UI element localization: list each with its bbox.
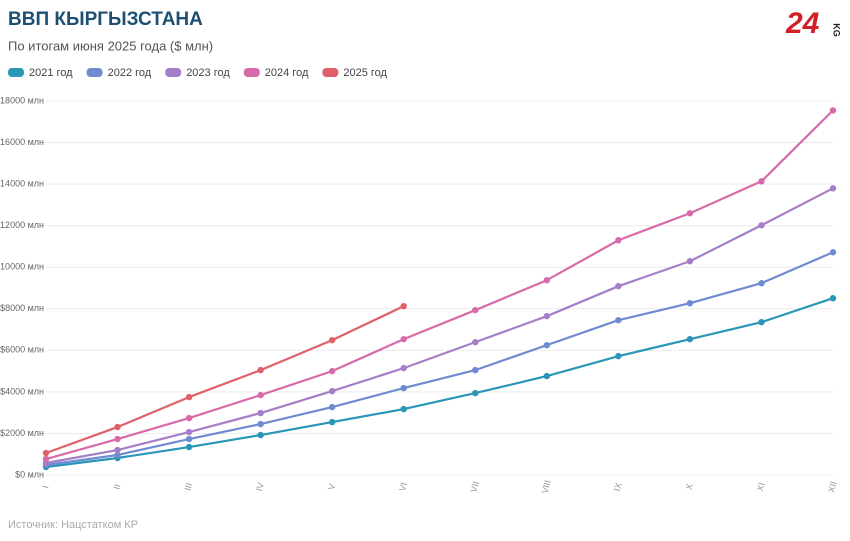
data-point <box>400 405 407 413</box>
y-tick-label: $12000 млн <box>0 220 44 230</box>
y-tick-label: $10000 млн <box>0 262 44 272</box>
data-point <box>472 338 479 346</box>
y-tick-label: $0 млн <box>15 469 44 479</box>
data-point <box>543 277 551 284</box>
data-point <box>686 258 694 265</box>
data-point <box>543 341 551 349</box>
data-point <box>114 451 121 459</box>
y-tick-label: $2000 млн <box>0 428 44 438</box>
data-point <box>328 387 336 395</box>
legend-label: 2021 год <box>29 67 73 79</box>
series-line <box>45 109 834 461</box>
data-point <box>686 335 694 343</box>
y-tick-label: $16000 млн <box>0 137 44 147</box>
data-point <box>257 391 264 399</box>
legend-swatch <box>86 68 103 77</box>
legend-label: 2025 год <box>343 67 387 79</box>
data-point <box>615 282 622 290</box>
legend-swatch <box>322 68 339 77</box>
data-point <box>829 294 837 302</box>
series-line <box>45 297 834 469</box>
legend-label: 2022 год <box>108 67 152 79</box>
series-line <box>45 187 834 465</box>
series-line <box>45 305 405 455</box>
data-point <box>829 185 837 192</box>
x-tick-label: VII <box>468 480 481 493</box>
x-tick-label: III <box>183 482 195 492</box>
chart-title: ВВП КЫРГЫЗСТАНА <box>8 9 203 30</box>
data-point <box>185 435 193 443</box>
logo: 24 <box>785 7 820 40</box>
data-point <box>42 449 50 457</box>
data-point <box>472 366 479 374</box>
legend-swatch <box>243 68 260 77</box>
data-point <box>758 178 765 185</box>
data-point <box>686 299 694 307</box>
data-point <box>758 318 765 326</box>
data-point <box>829 249 837 256</box>
x-tick-label: VI <box>397 481 409 492</box>
data-point <box>328 418 336 426</box>
y-tick-label: $14000 млн <box>0 178 44 188</box>
chart-subtitle: По итогам июня 2025 года ($ млн) <box>8 38 213 53</box>
y-tick-label: $6000 млн <box>0 345 44 355</box>
data-point <box>615 237 622 244</box>
data-point <box>400 364 407 372</box>
data-point <box>686 210 694 217</box>
x-tick-label: I <box>40 484 50 489</box>
x-tick-label: IX <box>612 481 624 492</box>
data-point <box>328 403 336 411</box>
x-tick-label: XII <box>826 480 839 493</box>
data-point <box>185 443 193 451</box>
y-tick-label: $4000 млн <box>0 386 44 396</box>
data-point <box>615 352 622 360</box>
series-line <box>45 251 834 467</box>
x-tick-label: II <box>111 483 122 490</box>
x-tick-label: V <box>326 483 337 491</box>
data-point <box>328 336 336 344</box>
data-point <box>257 366 264 374</box>
data-point <box>758 280 765 287</box>
data-point <box>185 428 193 436</box>
y-tick-label: $18000 млн <box>0 95 44 105</box>
legend-swatch <box>8 68 24 77</box>
data-point <box>472 306 479 314</box>
data-point <box>114 423 121 431</box>
logo-sub: KG <box>832 23 842 37</box>
data-point <box>185 414 193 422</box>
legend-swatch <box>165 68 182 77</box>
data-point <box>829 107 837 114</box>
data-point <box>400 335 407 343</box>
data-point <box>257 420 264 428</box>
data-point <box>543 312 551 320</box>
data-point <box>114 435 121 443</box>
x-tick-label: VIII <box>540 479 553 495</box>
data-point <box>114 446 121 454</box>
x-tick-label: X <box>684 483 695 491</box>
legend-label: 2023 год <box>186 67 230 79</box>
x-tick-label: XI <box>755 481 767 492</box>
source: Источник: Нацстатком КР <box>8 519 138 531</box>
data-point <box>400 302 407 310</box>
data-point <box>472 389 479 397</box>
data-point <box>543 372 551 380</box>
data-point <box>185 393 193 401</box>
data-point <box>758 222 765 229</box>
data-point <box>257 431 264 439</box>
data-point <box>257 409 264 417</box>
y-tick-label: $8000 млн <box>0 303 44 313</box>
data-point <box>328 367 336 375</box>
x-tick-label: IV <box>254 481 266 492</box>
data-point <box>42 455 50 463</box>
data-point <box>615 316 622 324</box>
legend-label: 2024 год <box>265 67 309 79</box>
data-point <box>400 384 407 392</box>
